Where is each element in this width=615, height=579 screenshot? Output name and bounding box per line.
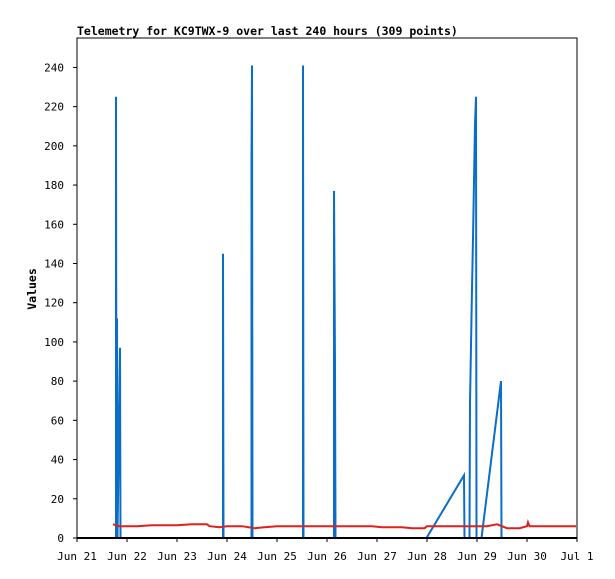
y-tick-label: 60 bbox=[51, 414, 64, 427]
series-line-2 bbox=[112, 519, 576, 530]
y-tick-label: 220 bbox=[44, 101, 64, 114]
x-axis-ticks: Jun 21 Jun 22 Jun 23 Jun 24 Jun 25 Jun 26 Jun … bbox=[57, 538, 594, 563]
x-tick-label: Jun 22 bbox=[107, 550, 147, 563]
y-tick-label: 20 bbox=[51, 493, 64, 506]
y-tick-label: 0 bbox=[57, 532, 64, 545]
series-group bbox=[112, 65, 576, 539]
y-tick-label: 120 bbox=[44, 297, 64, 310]
x-tick-label: Jun 21 bbox=[57, 550, 97, 563]
y-axis-label: Values bbox=[25, 268, 39, 310]
x-tick-label: Jun 26 bbox=[307, 550, 347, 563]
x-tick-label: Jun 28 bbox=[407, 550, 447, 563]
y-tick-label: 100 bbox=[44, 336, 64, 349]
chart-title: Telemetry for KC9TWX-9 over last 240 hou… bbox=[77, 24, 458, 38]
y-tick-label: 240 bbox=[44, 61, 64, 74]
series-line-1 bbox=[115, 65, 503, 539]
y-tick-label: 200 bbox=[44, 140, 64, 153]
x-tick-label: Jun 27 bbox=[357, 550, 397, 563]
y-tick-label: 80 bbox=[51, 375, 64, 388]
y-tick-label: 140 bbox=[44, 257, 64, 270]
x-tick-label: Jun 30 bbox=[507, 550, 547, 563]
x-tick-label: Jun 29 bbox=[457, 550, 497, 563]
y-tick-label: 160 bbox=[44, 218, 64, 231]
plot-area bbox=[76, 37, 578, 539]
x-tick-label: Jul 1 bbox=[560, 550, 593, 563]
x-tick-label: Jun 25 bbox=[257, 550, 297, 563]
y-axis-ticks: 0 20 40 60 80 100 120 140 160 180 200 220 240 bbox=[44, 61, 77, 545]
y-tick-label: 40 bbox=[51, 454, 64, 467]
y-tick-label: 180 bbox=[44, 179, 64, 192]
x-tick-label: Jun 24 bbox=[207, 550, 247, 563]
x-tick-label: Jun 23 bbox=[157, 550, 197, 563]
